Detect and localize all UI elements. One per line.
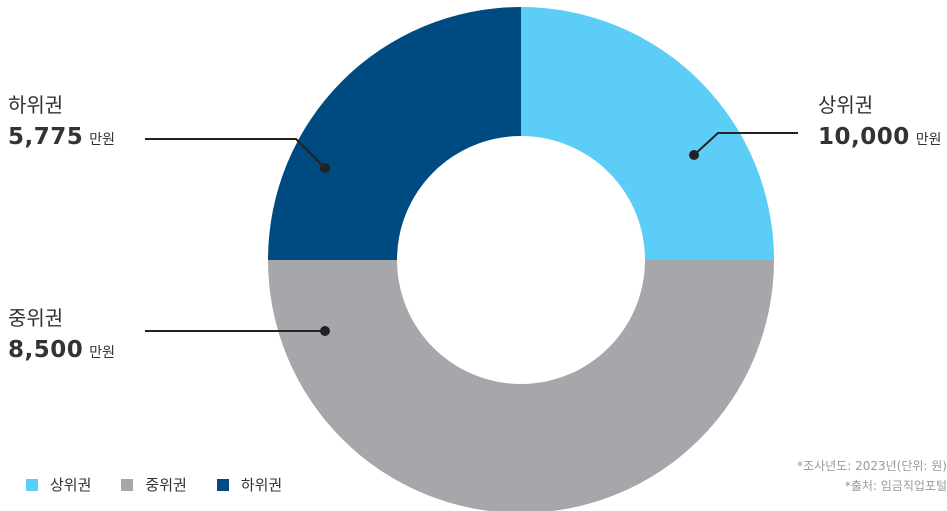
callout-top-amount: 10,000 만원	[818, 124, 942, 150]
legend-swatch-middle	[121, 478, 134, 491]
leader-top-dot	[689, 150, 699, 160]
legend-item-low: 하위권	[216, 474, 283, 495]
callout-top-value: 10,000	[818, 124, 910, 150]
callout-middle: 중위권 8,500 만원	[8, 305, 115, 363]
slice-middle	[268, 260, 774, 511]
source-year: *조사년도: 2023년(단위: 원)	[797, 459, 947, 473]
legend-swatch-top	[26, 478, 38, 491]
callout-low-name: 하위권	[8, 93, 64, 117]
legend-label-low: 하위권	[240, 476, 283, 494]
callout-middle-unit: 만원	[89, 345, 116, 361]
chart-legend: 상위권 중위권 하위권	[26, 474, 312, 495]
legend-swatch-low	[216, 478, 229, 491]
slice-top	[521, 7, 774, 260]
callout-low: 하위권 5,775 만원	[8, 92, 115, 150]
leader-top-line	[693, 132, 798, 156]
slice-low	[268, 7, 521, 260]
callout-top: 상위권 10,000 만원	[818, 92, 942, 150]
callout-middle-amount: 8,500 만원	[8, 337, 115, 363]
legend-label-top: 상위권	[50, 476, 92, 494]
callout-low-amount: 5,775 만원	[8, 124, 115, 150]
callout-low-value: 5,775	[8, 124, 84, 150]
legend-label-middle: 중위권	[145, 476, 187, 494]
legend-item-top: 상위권	[26, 474, 91, 495]
callout-top-name: 상위권	[818, 93, 874, 117]
callout-middle-name: 중위권	[8, 306, 64, 330]
callout-top-unit: 만원	[915, 132, 942, 148]
callout-low-unit: 만원	[89, 132, 116, 148]
leader-low-line	[145, 138, 326, 169]
source-note: *조사년도: 2023년(단위: 원) *출처: 임금직업포털	[797, 456, 947, 496]
leader-low-dot	[320, 163, 330, 173]
legend-item-middle: 중위권	[121, 474, 187, 495]
leader-middle-dot	[320, 326, 330, 336]
callout-middle-value: 8,500	[8, 337, 84, 363]
source-origin: *출처: 임금직업포털	[844, 479, 947, 493]
